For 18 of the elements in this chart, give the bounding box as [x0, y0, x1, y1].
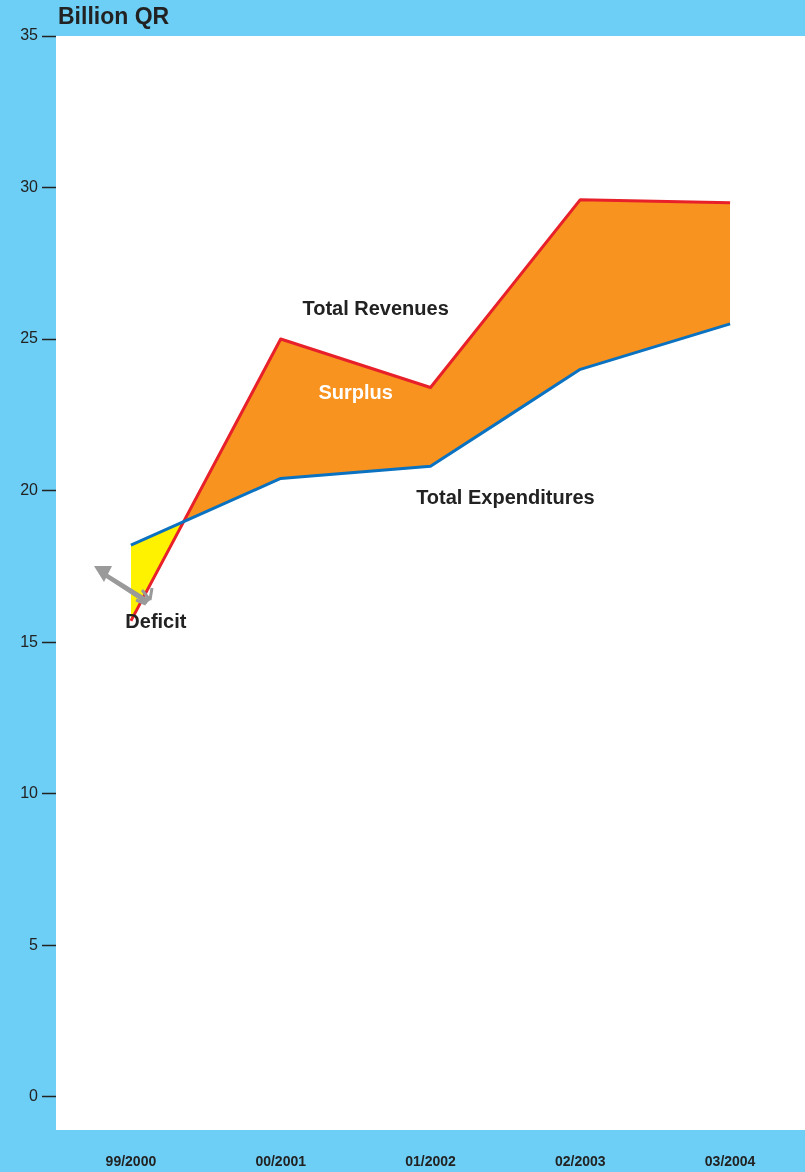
x-tick-label: 00/2001 — [255, 1153, 307, 1170]
series-label: Total Expenditures — [416, 485, 595, 508]
y-tick-label: 15 — [20, 632, 39, 650]
y-tick-label: 5 — [29, 935, 39, 953]
chart-title: Billion QR — [58, 3, 170, 30]
series-label: Total Revenues — [302, 296, 449, 319]
y-tick-label: 10 — [20, 784, 39, 802]
y-tick-label: 30 — [20, 177, 39, 195]
x-tick-label: 01/2002 — [405, 1153, 457, 1170]
y-tick-label: 25 — [20, 329, 39, 347]
annotation: Deficit — [125, 610, 187, 633]
annotation: Surplus — [318, 381, 393, 404]
x-tick-label: 02/2003 — [555, 1153, 606, 1170]
x-tick-label: 99/2000 — [105, 1153, 157, 1170]
y-tick-label: 35 — [20, 26, 39, 44]
x-tick-label: 03/2004 — [704, 1153, 756, 1170]
y-tick-label: 20 — [20, 480, 39, 498]
y-tick-label: 0 — [29, 1087, 39, 1105]
